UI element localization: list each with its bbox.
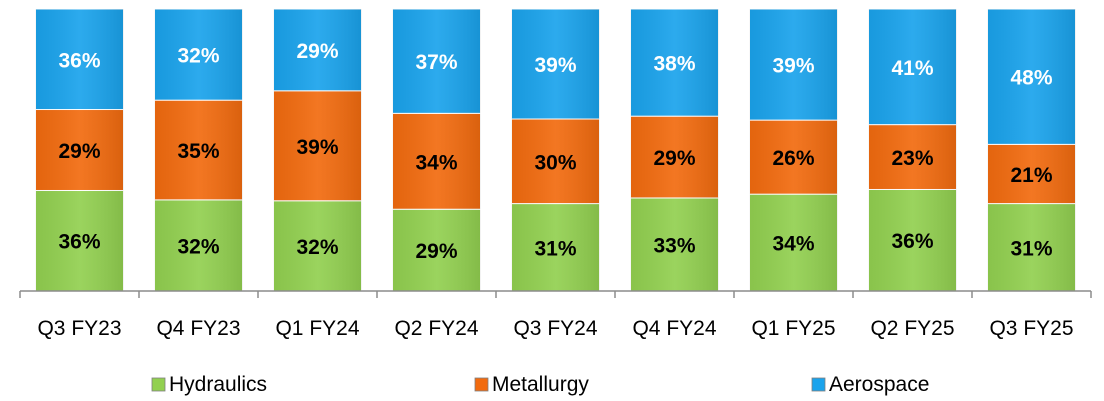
legend-swatch-metallurgy [474, 377, 489, 392]
data-label-hydraulics: 32% [296, 236, 338, 259]
data-label-metallurgy: 30% [534, 151, 576, 174]
data-label-hydraulics: 31% [1010, 237, 1052, 260]
data-label-metallurgy: 39% [296, 136, 338, 159]
x-tick-label: Q4 FY23 [156, 317, 240, 340]
bar-shading [273, 9, 362, 91]
bar-shading [868, 9, 957, 125]
legend-swatch-hydraulics [151, 377, 166, 392]
x-tick-label: Q3 FY23 [37, 317, 121, 340]
data-label-metallurgy: 26% [772, 147, 814, 170]
data-label-hydraulics: 34% [772, 233, 814, 256]
legend-label-hydraulics: Hydraulics [169, 373, 267, 396]
bar-shading [987, 203, 1076, 291]
data-label-hydraulics: 29% [415, 240, 457, 263]
x-tick-label: Q1 FY25 [751, 317, 835, 340]
data-label-hydraulics: 36% [891, 230, 933, 253]
data-label-hydraulics: 31% [534, 237, 576, 260]
bar-shading [749, 9, 838, 121]
bar-shading [511, 9, 600, 119]
bar-shading [511, 203, 600, 291]
legend: Hydraulics Metallurgy Aerospace [151, 373, 929, 396]
bar-shading [987, 9, 1076, 145]
data-label-hydraulics: 36% [58, 231, 100, 254]
data-label-hydraulics: 33% [653, 234, 695, 257]
x-tick-label: Q2 FY25 [870, 317, 954, 340]
bar-shading [630, 197, 719, 291]
bar-shading [987, 144, 1076, 204]
x-axis: Q3 FY23 Q4 FY23 Q1 FY24 Q2 FY24 Q3 FY24 Q4 FY… [19, 290, 1092, 340]
data-label-metallurgy: 29% [653, 147, 695, 170]
bar-shading [511, 118, 600, 204]
data-label-hydraulics: 32% [177, 235, 219, 258]
bar-shading [154, 100, 243, 200]
legend-swatch-aerospace [811, 377, 826, 392]
bar-shading [392, 9, 481, 114]
x-tick-label: Q2 FY24 [394, 317, 478, 340]
bar-shading [35, 9, 124, 110]
bar-shading [749, 120, 838, 195]
bar-shading [35, 190, 124, 291]
bar-shading [630, 9, 719, 117]
plot-area: 36% 29% 36% 32% 35% 32% 32% 39% 29% 29% 34% 37% 31% 3… [35, 8, 1076, 292]
data-label-aerospace: 41% [891, 57, 933, 80]
data-label-aerospace: 29% [296, 40, 338, 63]
bar-shading [392, 209, 481, 291]
bar-shading [273, 90, 362, 201]
bar-shading [154, 199, 243, 291]
data-label-aerospace: 39% [772, 55, 814, 78]
data-label-aerospace: 36% [58, 49, 100, 72]
bar-shading [392, 113, 481, 210]
x-tick-label: Q4 FY24 [632, 317, 716, 340]
legend-label-aerospace: Aerospace [829, 373, 929, 396]
data-label-aerospace: 48% [1010, 67, 1052, 90]
data-label-metallurgy: 34% [415, 151, 457, 174]
data-label-aerospace: 32% [177, 45, 219, 68]
data-label-metallurgy: 35% [177, 140, 219, 163]
bar-shading [154, 9, 243, 101]
x-tick-label: Q3 FY25 [989, 317, 1073, 340]
bar-shading [749, 194, 838, 291]
data-label-metallurgy: 29% [58, 140, 100, 163]
bar-shading [868, 189, 957, 291]
legend-label-metallurgy: Metallurgy [492, 373, 589, 396]
bar-shading [630, 116, 719, 198]
data-label-aerospace: 37% [415, 51, 457, 74]
data-label-aerospace: 38% [653, 53, 695, 76]
x-tick-label: Q1 FY24 [275, 317, 359, 340]
bar-shading [868, 124, 957, 190]
data-label-aerospace: 39% [534, 54, 576, 77]
x-tick-label: Q3 FY24 [513, 317, 597, 340]
data-label-metallurgy: 23% [891, 147, 933, 170]
data-label-metallurgy: 21% [1010, 164, 1052, 187]
bar-shading [35, 109, 124, 191]
bar-shading [273, 200, 362, 291]
